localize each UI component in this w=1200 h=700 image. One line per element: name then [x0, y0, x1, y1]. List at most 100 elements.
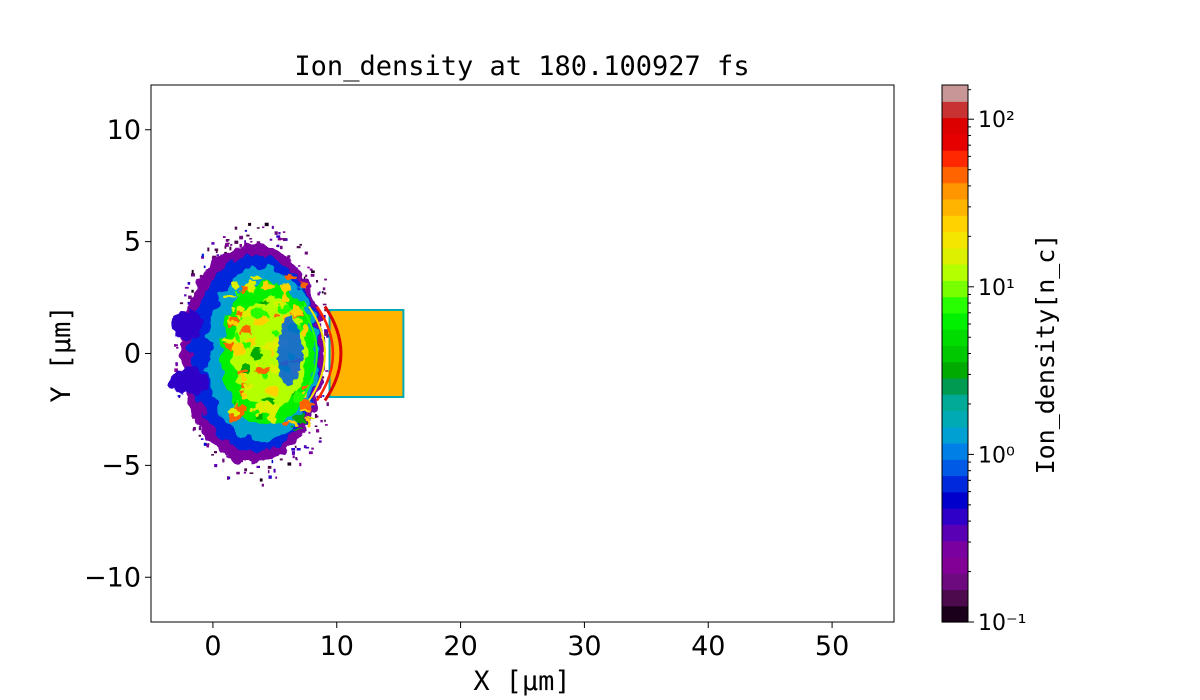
- density-speck: [179, 302, 184, 305]
- density-speck: [319, 291, 321, 294]
- density-speck: [313, 409, 316, 413]
- density-blob: [230, 305, 235, 314]
- density-speck: [192, 415, 196, 419]
- density-blob: [268, 407, 276, 417]
- density-blob: [289, 306, 302, 317]
- density-speck: [278, 232, 281, 235]
- density-speck: [256, 241, 261, 244]
- density-speck: [264, 222, 269, 227]
- density-blob: [279, 284, 290, 294]
- chart-title: Ion_density at 180.100927 fs: [294, 51, 749, 82]
- colorbar-segment: [942, 508, 968, 525]
- density-blob: [308, 415, 315, 420]
- density-jet: [168, 310, 204, 338]
- density-speck: [212, 255, 217, 258]
- density-speck: [200, 438, 204, 440]
- density-speck: [304, 429, 307, 432]
- density-blob: [254, 403, 263, 415]
- x-tick-label: 10: [320, 631, 354, 662]
- colorbar-segment: [942, 540, 968, 558]
- colorbar-segment: [942, 589, 968, 607]
- density-speck: [308, 451, 313, 455]
- x-tick-label: 20: [443, 631, 477, 662]
- density-speck: [318, 440, 322, 443]
- density-speck: [307, 266, 310, 269]
- density-speck: [271, 225, 274, 229]
- y-tick-label: 10: [107, 115, 141, 146]
- density-blob: [261, 300, 270, 305]
- shock-arc: [300, 305, 318, 402]
- density-speck: [319, 314, 323, 318]
- density-blob: [301, 279, 308, 290]
- x-axis-label-name: X: [473, 666, 489, 697]
- density-blob: [251, 308, 268, 320]
- density-speck: [262, 226, 265, 229]
- density-speck: [228, 476, 231, 480]
- density-speck: [326, 402, 329, 407]
- density-blob: [242, 384, 255, 390]
- density-speck: [248, 222, 252, 226]
- colorbar-segment: [942, 198, 968, 216]
- density-speck: [287, 255, 291, 258]
- density-speck: [316, 429, 320, 433]
- density-speck: [280, 238, 283, 240]
- colorbar-segment: [942, 605, 968, 623]
- shock-front: [300, 305, 343, 402]
- colorbar-segment: [942, 166, 968, 184]
- y-tick-label: −5: [101, 450, 141, 481]
- density-speck: [324, 329, 329, 333]
- colorbar-segment: [942, 101, 968, 119]
- density-speck: [177, 395, 181, 397]
- density-speck: [305, 446, 310, 449]
- density-blob: [268, 366, 281, 373]
- density-speck: [299, 243, 303, 246]
- density-speck: [174, 344, 178, 347]
- density-speck: [322, 395, 325, 397]
- density-speck: [269, 238, 273, 241]
- colorbar-segment: [942, 410, 968, 428]
- density-blob: [227, 406, 242, 416]
- colorbar-segment: [942, 280, 968, 298]
- density-speck: [268, 475, 272, 479]
- density-speck: [214, 248, 219, 251]
- density-blob: [274, 302, 285, 307]
- density-speck: [309, 268, 313, 271]
- density-blob: [281, 292, 290, 305]
- density-speck: [324, 332, 329, 336]
- density-speck: [277, 244, 280, 248]
- density-speck: [249, 238, 253, 240]
- density-jet: [169, 366, 207, 394]
- density-speck: [285, 238, 288, 241]
- shock-arc: [308, 305, 326, 402]
- colorbar-tick-label: 10⁻¹: [978, 611, 1026, 636]
- density-speck: [236, 471, 240, 475]
- density-speck: [226, 239, 230, 241]
- x-axis: 0 10 20 30 40 50: [204, 622, 849, 662]
- density-speck: [211, 242, 215, 245]
- density-speck: [324, 419, 326, 422]
- density-blob: [269, 347, 274, 358]
- density-speck: [243, 471, 247, 474]
- density-blob: [224, 294, 236, 298]
- density-speck: [191, 269, 194, 274]
- density-blob: [273, 314, 280, 319]
- density-speck: [282, 238, 287, 242]
- colorbar-label: Ion_density[n_c]: [1031, 234, 1060, 475]
- density-speck: [184, 286, 189, 289]
- density-speck: [311, 270, 315, 274]
- colorbar-segment: [942, 264, 968, 281]
- density-speck: [322, 303, 327, 306]
- density-speck: [314, 414, 318, 418]
- density-speck: [214, 451, 217, 454]
- density-speck: [244, 468, 248, 472]
- density-speck: [207, 247, 210, 252]
- x-tick-label: 0: [204, 631, 221, 662]
- density-blob: [232, 343, 245, 356]
- density-blob: [281, 422, 290, 427]
- density-speck: [310, 273, 315, 277]
- density-speck: [320, 395, 322, 399]
- density-speck: [322, 287, 326, 291]
- colorbar-segment: [942, 556, 968, 574]
- y-tick-label: −10: [84, 562, 141, 593]
- high-density-spots: [221, 275, 315, 431]
